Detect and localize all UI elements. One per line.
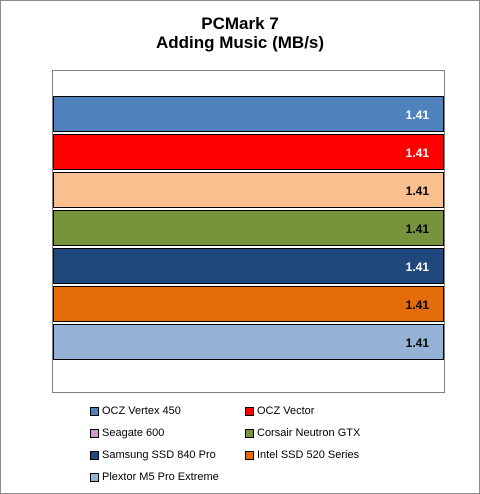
bar-value-label: 1.41 <box>405 222 429 236</box>
bar-value-label: 1.41 <box>405 260 429 274</box>
chart-title: PCMark 7 Adding Music (MB/s) <box>0 14 480 52</box>
legend-label: Plextor M5 Pro Extreme <box>102 471 219 483</box>
plot-area: 1.41 1.41 1.41 1.41 1.41 1.41 1.41 <box>52 70 445 393</box>
bar-intel-ssd-520-series: 1.41 <box>53 286 444 322</box>
chart-title-line-2: Adding Music (MB/s) <box>155 33 325 52</box>
legend-label: Seagate 600 <box>102 427 165 439</box>
bar-ocz-vector: 1.41 <box>53 134 444 170</box>
legend-swatch <box>90 451 99 460</box>
legend-swatch <box>90 473 99 482</box>
bars-container: 1.41 1.41 1.41 1.41 1.41 1.41 1.41 <box>53 71 444 392</box>
bar-value-label: 1.41 <box>405 146 429 160</box>
bar-corsair-neutron-gtx: 1.41 <box>53 210 444 246</box>
legend-label: OCZ Vertex 450 <box>102 405 181 417</box>
bar-value-label: 1.41 <box>405 336 429 350</box>
legend-label: Corsair Neutron GTX <box>257 427 361 439</box>
legend-label: OCZ Vector <box>257 405 315 417</box>
legend-swatch <box>245 407 254 416</box>
bar-plextor-m5-pro-extreme: 1.41 <box>53 324 444 360</box>
bar-seagate-600: 1.41 <box>53 172 444 208</box>
legend-label: Intel SSD 520 Series <box>257 449 360 461</box>
legend-swatch <box>245 429 254 438</box>
bar-ocz-vertex-450: 1.41 <box>53 96 444 132</box>
chart-title-line-1: PCMark 7 <box>201 14 279 33</box>
bar-value-label: 1.41 <box>405 184 429 198</box>
bar-value-label: 1.41 <box>405 108 429 122</box>
legend-swatch <box>245 451 254 460</box>
legend-swatch <box>90 407 99 416</box>
legend-label: Samsung SSD 840 Pro <box>102 449 216 461</box>
bar-samsung-ssd-840-pro: 1.41 <box>53 248 444 284</box>
bar-value-label: 1.41 <box>405 298 429 312</box>
legend-swatch <box>90 429 99 438</box>
